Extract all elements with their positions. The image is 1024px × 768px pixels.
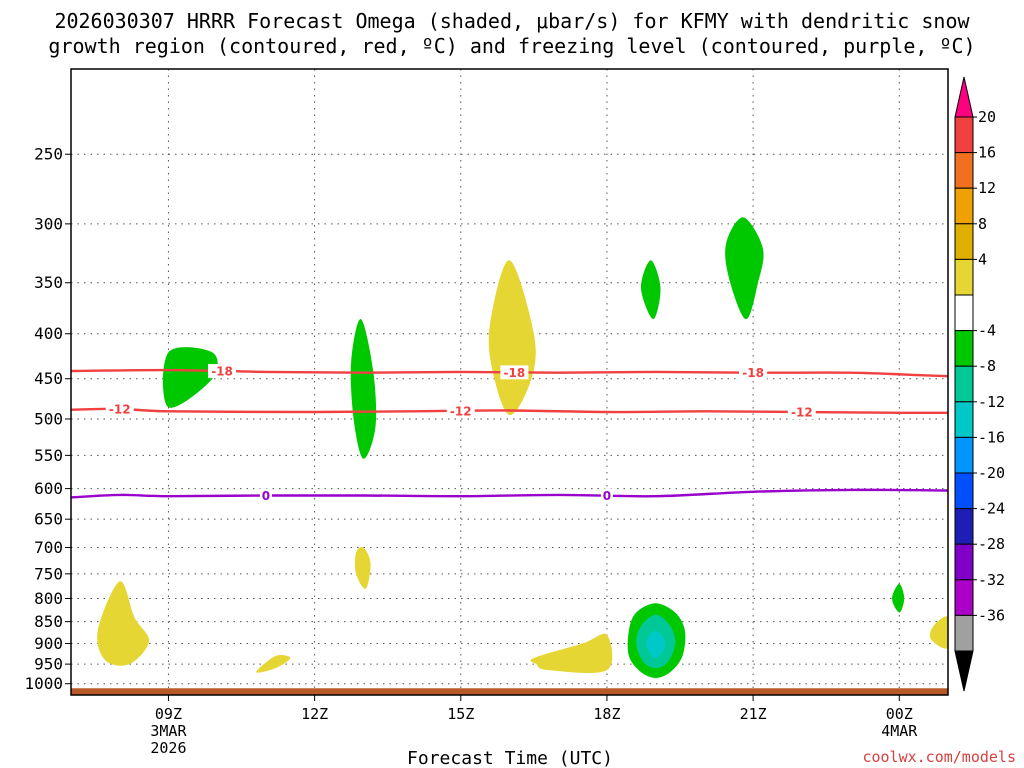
colorbar-box-0: [954, 116, 974, 154]
contour-label-bg-0-1: [500, 365, 529, 380]
contour-label-bg-0-0: [208, 364, 237, 379]
colorbar-label-7: -12: [978, 393, 1005, 411]
omega-region-0: [162, 347, 218, 408]
credit-link[interactable]: coolwx.com/models: [862, 748, 1016, 766]
omega-region-13: [929, 616, 948, 649]
colorbar-label-2: 12: [978, 179, 996, 197]
xtick-label-21Z: 21Z: [740, 705, 767, 723]
colorbar-label-4: 4: [978, 250, 987, 268]
colorbar-box-10: [954, 472, 974, 510]
colorbar-box-2: [954, 187, 974, 225]
colorbar-label-3: 8: [978, 215, 987, 233]
omega-region-10: [97, 581, 150, 666]
contour-label-0-2: -18: [742, 366, 764, 380]
ytick-label-1000: 1000: [24, 674, 63, 693]
plot-gridlines: [71, 69, 948, 695]
temperature-contours: -18 -18 -18 -12 -12 -12 0 0: [71, 364, 948, 503]
contour-label-2-0: 0: [262, 489, 270, 503]
ytick-label-950: 950: [34, 655, 63, 674]
colorbar-label-0: 20: [978, 108, 996, 126]
colorbar-box-8: [954, 401, 974, 438]
ytick-label-400: 400: [34, 324, 63, 343]
colorbar-box-11: [954, 508, 974, 545]
omega-region-2: [640, 260, 661, 320]
colorbar-box-13: [954, 579, 974, 616]
ytick-label-500: 500: [34, 409, 63, 428]
contour-label-bg-2-0: [259, 488, 272, 503]
xtick-label-09Z: 09Z: [155, 705, 182, 723]
colorbar-bottom-triangle: [954, 650, 974, 692]
xtick-label-15Z: 15Z: [447, 705, 474, 723]
colorbar-label-9: -20: [978, 464, 1005, 482]
xtick-date-00Z: 4MAR: [881, 722, 918, 740]
contour-label-bg-1-1: [446, 403, 475, 418]
contour-label-bg-1-2: [787, 405, 816, 420]
ytick-label-650: 650: [34, 510, 63, 529]
ytick-label-250: 250: [34, 145, 63, 164]
x-axis-title: Forecast Time (UTC): [407, 748, 613, 768]
omega-region-4: [892, 583, 905, 613]
plot-frame: [70, 68, 949, 696]
ytick-label-750: 750: [34, 564, 63, 583]
ytick-label-850: 850: [34, 612, 63, 631]
omega-region-7: [645, 630, 666, 658]
ground-surface: [71, 688, 948, 695]
ytick-label-550: 550: [34, 446, 63, 465]
colorbar-box-7: [954, 365, 974, 403]
contour-label-0-1: -18: [504, 366, 526, 380]
contour-label-bg-0-2: [739, 365, 768, 380]
xtick-date-09Z: 3MAR: [150, 722, 187, 740]
colorbar-label-10: -24: [978, 500, 1005, 518]
contour-label-bg-1-0: [105, 401, 134, 416]
colorbar-label-5: -4: [978, 322, 996, 340]
pressure-axis: 250 300 350 400 450 500 550 600 650 700 750 800 850 9…: [24, 145, 71, 693]
colorbar-label-13: -36: [978, 606, 1005, 624]
colorbar-box-1: [954, 152, 974, 189]
omega-region-3: [725, 217, 764, 320]
ytick-label-350: 350: [34, 273, 63, 292]
colorbar-box-9: [954, 436, 974, 474]
colorbar-box-6: [954, 330, 974, 367]
contour-line-2: [71, 488, 948, 499]
colorbar-label-12: -32: [978, 571, 1005, 589]
ytick-label-700: 700: [34, 538, 63, 557]
ytick-label-450: 450: [34, 369, 63, 388]
colorbar-label-6: -8: [978, 357, 996, 375]
ytick-label-600: 600: [34, 479, 63, 498]
colorbar-box-12: [954, 543, 974, 581]
xtick-label-12Z: 12Z: [301, 705, 328, 723]
colorbar-box-4: [954, 258, 974, 296]
contour-label-2-1: 0: [603, 489, 611, 503]
ground-layer: [71, 688, 948, 695]
colorbar-label-8: -16: [978, 428, 1005, 446]
ytick-label-800: 800: [34, 589, 63, 608]
chart-title-line-1: 2026030307 HRRR Forecast Omega (shaded, …: [54, 9, 970, 33]
colorbar-box-14: [954, 614, 974, 652]
colorbar-box-5: [954, 294, 974, 332]
colorbar-legend: 20 16 12 8 4 -4 -8 -12 -16 -20 -24 -28 -32 -36: [954, 76, 1005, 692]
contour-label-1-1: -12: [450, 404, 472, 418]
contour-line-1: [71, 407, 948, 415]
ytick-label-900: 900: [34, 634, 63, 653]
xtick-year-09Z: 2026: [150, 739, 186, 757]
contour-label-0-0: -18: [211, 365, 233, 379]
omega-region-11: [256, 655, 291, 673]
contour-label-1-0: -12: [109, 402, 131, 416]
colorbar-label-11: -28: [978, 535, 1005, 553]
colorbar-top-triangle: [954, 76, 974, 118]
chart-title-line-2: growth region (contoured, red, ºC) and f…: [48, 34, 975, 58]
omega-region-12: [530, 633, 613, 673]
colorbar-label-1: 16: [978, 144, 996, 162]
contour-label-bg-2-1: [600, 488, 613, 503]
omega-region-9: [354, 546, 371, 589]
omega-region-1: [350, 319, 377, 459]
xtick-label-00Z: 00Z: [886, 705, 913, 723]
ytick-label-300: 300: [34, 214, 63, 233]
contour-label-1-2: -12: [791, 406, 813, 420]
xtick-label-18Z: 18Z: [593, 705, 620, 723]
colorbar-box-3: [954, 223, 974, 260]
